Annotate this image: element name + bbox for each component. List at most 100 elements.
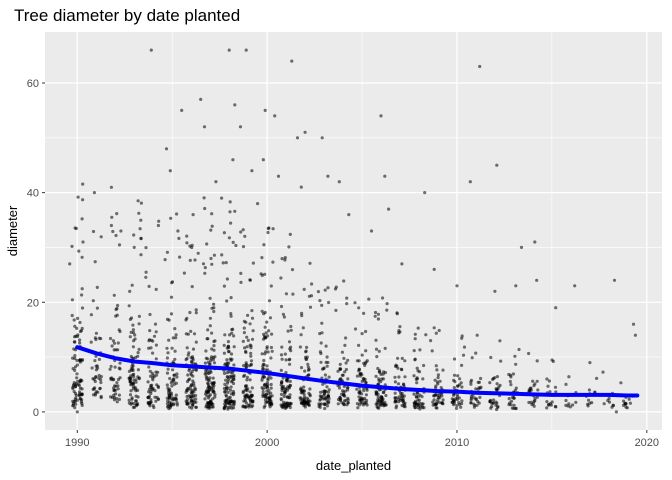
data-point bbox=[151, 351, 155, 355]
data-point bbox=[587, 398, 591, 402]
data-point bbox=[164, 147, 169, 151]
data-point bbox=[363, 377, 367, 381]
data-point bbox=[176, 229, 180, 233]
data-point bbox=[222, 371, 227, 375]
data-point bbox=[249, 351, 253, 355]
chart-title: Tree diameter by date planted bbox=[14, 6, 240, 25]
data-point bbox=[189, 329, 193, 333]
data-point bbox=[112, 341, 117, 345]
data-point bbox=[144, 246, 148, 250]
data-point bbox=[279, 383, 283, 387]
data-point bbox=[474, 351, 478, 355]
data-point bbox=[299, 386, 303, 390]
data-point bbox=[148, 369, 152, 373]
data-point bbox=[250, 386, 254, 390]
data-point bbox=[400, 403, 404, 408]
data-point bbox=[305, 345, 309, 349]
data-point bbox=[567, 375, 571, 379]
data-point bbox=[94, 331, 98, 335]
data-point bbox=[327, 396, 331, 401]
data-point bbox=[308, 261, 312, 265]
data-point bbox=[250, 405, 254, 409]
data-point bbox=[96, 390, 100, 394]
data-point bbox=[393, 399, 398, 403]
data-point bbox=[76, 316, 80, 320]
data-point bbox=[165, 346, 169, 350]
data-point bbox=[232, 363, 236, 367]
data-point bbox=[457, 401, 461, 405]
data-point bbox=[154, 399, 158, 403]
data-point bbox=[127, 304, 131, 308]
data-point bbox=[169, 393, 173, 397]
data-point bbox=[267, 392, 271, 396]
data-point bbox=[535, 278, 539, 282]
data-point bbox=[203, 266, 207, 270]
data-point bbox=[211, 397, 215, 401]
data-point bbox=[137, 314, 141, 318]
data-point bbox=[196, 251, 200, 255]
data-point bbox=[420, 395, 424, 399]
data-point bbox=[374, 347, 379, 351]
data-point bbox=[212, 348, 216, 352]
data-point bbox=[91, 387, 95, 391]
data-point bbox=[129, 374, 133, 378]
data-point bbox=[475, 333, 479, 337]
data-point bbox=[245, 363, 249, 367]
data-point bbox=[80, 398, 84, 402]
data-point bbox=[222, 284, 226, 288]
data-point bbox=[152, 334, 157, 338]
data-point bbox=[327, 388, 331, 392]
data-point bbox=[342, 356, 346, 360]
data-point bbox=[72, 381, 76, 385]
data-point bbox=[325, 385, 329, 389]
data-point bbox=[170, 281, 174, 285]
data-point bbox=[363, 361, 367, 365]
data-point bbox=[403, 359, 407, 363]
data-point bbox=[175, 403, 179, 407]
data-point bbox=[182, 271, 186, 275]
data-point bbox=[355, 402, 359, 406]
data-point bbox=[289, 328, 293, 332]
data-point bbox=[211, 389, 215, 393]
data-point bbox=[129, 367, 133, 371]
data-point bbox=[171, 377, 175, 382]
data-point bbox=[221, 261, 225, 265]
data-point bbox=[205, 337, 209, 341]
data-point bbox=[189, 373, 193, 377]
data-point bbox=[607, 396, 611, 400]
data-point bbox=[137, 347, 141, 351]
data-point bbox=[188, 258, 192, 262]
data-point bbox=[234, 243, 238, 248]
x-tick-label: 2020 bbox=[635, 437, 659, 449]
data-point bbox=[227, 346, 231, 350]
data-point bbox=[413, 358, 417, 362]
data-point bbox=[319, 360, 323, 364]
data-point bbox=[355, 359, 359, 363]
data-point bbox=[212, 306, 216, 310]
data-point bbox=[194, 311, 198, 315]
data-point bbox=[225, 375, 229, 379]
data-point bbox=[169, 216, 173, 220]
data-point bbox=[283, 256, 287, 260]
data-point bbox=[607, 400, 612, 404]
data-point bbox=[269, 386, 273, 390]
data-point bbox=[437, 400, 441, 404]
data-point bbox=[212, 253, 216, 257]
data-point bbox=[285, 379, 290, 383]
data-point bbox=[369, 229, 374, 233]
data-point bbox=[414, 395, 419, 399]
data-point bbox=[146, 401, 150, 405]
data-point bbox=[209, 357, 213, 361]
data-point bbox=[194, 368, 198, 372]
data-point bbox=[303, 130, 307, 134]
data-point bbox=[80, 393, 84, 397]
data-point bbox=[319, 351, 323, 356]
data-point bbox=[509, 399, 514, 403]
data-point bbox=[131, 345, 135, 349]
data-point bbox=[364, 401, 368, 405]
data-point bbox=[601, 370, 605, 374]
data-point bbox=[303, 355, 308, 359]
data-point bbox=[222, 231, 226, 235]
data-point bbox=[130, 396, 134, 400]
data-point bbox=[308, 305, 313, 309]
